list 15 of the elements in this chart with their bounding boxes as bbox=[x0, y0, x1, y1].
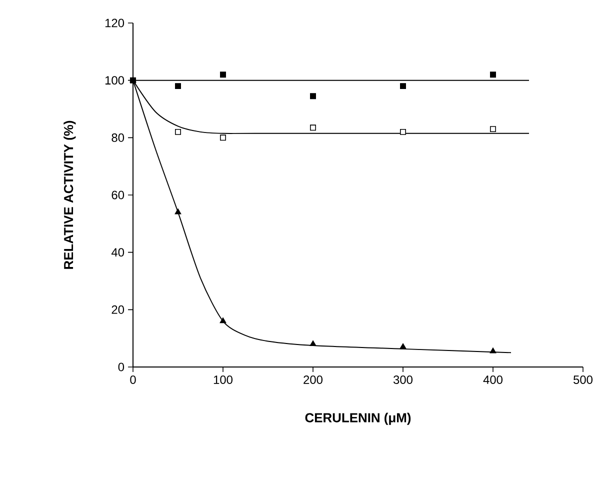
y-tick-label: 20 bbox=[112, 305, 124, 314]
y-tick-label: 40 bbox=[111, 248, 124, 257]
x-tick-label: 400 bbox=[483, 376, 503, 384]
y-axis-title: RELATIVE ACTIVITY (%) bbox=[64, 120, 76, 269]
x-tick-label: 500 bbox=[574, 376, 593, 384]
y-tick-label: 80 bbox=[112, 133, 124, 142]
x-tick-label: 0 bbox=[130, 376, 136, 384]
y-tick-label: 120 bbox=[105, 18, 124, 28]
y-tick-label: 0 bbox=[118, 362, 124, 372]
y-tick-label: 100 bbox=[105, 76, 124, 85]
y-tick-label: 60 bbox=[112, 190, 124, 200]
x-axis-title: CERULENIN (μM) bbox=[305, 412, 411, 425]
x-tick-label: 300 bbox=[393, 376, 413, 384]
x-tick-label: 100 bbox=[214, 376, 233, 384]
x-tick-label: 200 bbox=[304, 376, 323, 384]
